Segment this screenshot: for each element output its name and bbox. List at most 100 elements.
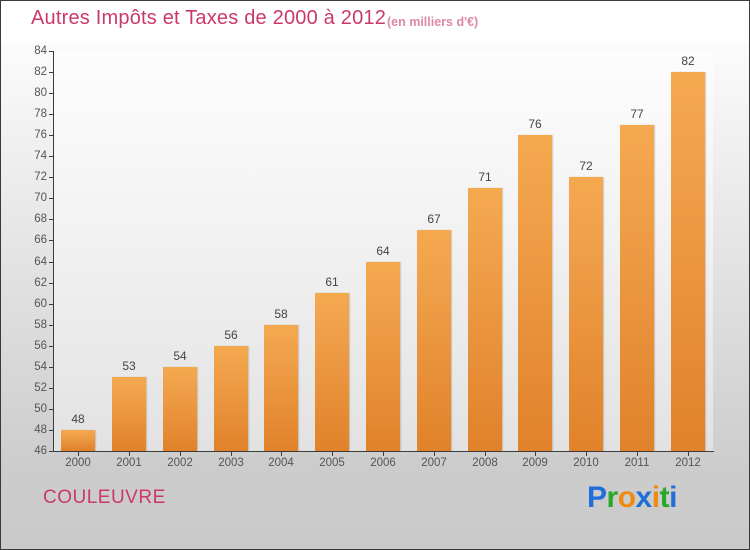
- y-axis-tick-mark: [49, 72, 54, 73]
- bar-value-label: 82: [681, 54, 695, 68]
- chart-footer: COULEUVRE Proxiti: [1, 471, 749, 549]
- logo-letter: i: [669, 481, 677, 514]
- y-axis-tick-mark: [49, 262, 54, 263]
- x-axis-tick-mark: [434, 451, 435, 456]
- x-axis-tick-mark: [637, 451, 638, 456]
- bar[interactable]: [112, 377, 146, 451]
- x-axis-tick-mark: [535, 451, 536, 456]
- x-axis-tick-mark: [688, 451, 689, 456]
- proxiti-logo[interactable]: Proxiti: [587, 481, 677, 515]
- y-axis-tick-label: 66: [34, 234, 47, 247]
- bar[interactable]: [163, 367, 197, 451]
- bar[interactable]: [264, 325, 298, 451]
- bar-value-label: 72: [579, 159, 593, 173]
- y-axis-tick-mark: [49, 409, 54, 410]
- x-axis-tick-mark: [586, 451, 587, 456]
- bar[interactable]: [417, 230, 451, 451]
- logo-letter: P: [587, 481, 607, 514]
- y-axis-tick-label: 76: [34, 129, 47, 142]
- y-axis-tick-label: 50: [34, 402, 47, 415]
- x-axis-tick-label: 2011: [624, 457, 650, 469]
- bar[interactable]: [366, 262, 400, 451]
- bar[interactable]: [315, 293, 349, 451]
- bar[interactable]: [468, 188, 502, 451]
- bar[interactable]: [214, 346, 248, 451]
- x-axis-tick-mark: [485, 451, 486, 456]
- y-axis-tick-label: 48: [34, 423, 47, 436]
- x-axis-tick-mark: [383, 451, 384, 456]
- logo-letter: t: [659, 481, 670, 514]
- x-axis-tick-mark: [231, 451, 232, 456]
- y-axis-tick-mark: [49, 346, 54, 347]
- y-axis-tick-label: 82: [34, 66, 47, 79]
- y-axis-tick-label: 56: [34, 339, 47, 352]
- y-axis-tick-label: 78: [34, 108, 47, 121]
- bar[interactable]: [671, 72, 705, 451]
- bar-value-label: 54: [173, 349, 187, 363]
- y-axis-line: [53, 51, 54, 452]
- y-axis-tick-label: 74: [34, 150, 47, 163]
- y-axis-tick-mark: [49, 325, 54, 326]
- logo-letter: r: [606, 481, 619, 514]
- y-axis-tick-label: 68: [34, 213, 47, 226]
- y-axis-tick-mark: [49, 430, 54, 431]
- y-axis-tick-label: 70: [34, 192, 47, 205]
- bar-value-label: 61: [325, 275, 339, 289]
- bar[interactable]: [518, 135, 552, 451]
- y-axis-tick-label: 84: [34, 45, 47, 57]
- y-axis-tick-mark: [49, 367, 54, 368]
- y-axis-tick-label: 64: [34, 255, 47, 268]
- bar-value-label: 71: [478, 170, 492, 184]
- y-axis-tick-mark: [49, 114, 54, 115]
- x-axis-tick-mark: [78, 451, 79, 456]
- y-axis-tick-label: 62: [34, 276, 47, 289]
- bar-value-label: 56: [224, 328, 238, 342]
- x-axis-tick-mark: [180, 451, 181, 456]
- y-axis-tick-mark: [49, 283, 54, 284]
- y-axis-tick-mark: [49, 135, 54, 136]
- y-axis-tick-mark: [49, 156, 54, 157]
- logo-letter: x: [635, 481, 653, 514]
- x-axis-tick-label: 2010: [573, 457, 599, 469]
- bar-value-label: 77: [630, 107, 644, 121]
- x-axis-tick-label: 2001: [116, 457, 142, 469]
- y-axis-tick-label: 60: [34, 297, 47, 310]
- bar[interactable]: [569, 177, 603, 451]
- x-axis-tick-label: 2003: [218, 457, 244, 469]
- x-axis-tick-mark: [332, 451, 333, 456]
- x-axis-tick-label: 2009: [522, 457, 548, 469]
- x-axis-tick-label: 2008: [472, 457, 498, 469]
- y-axis-tick-mark: [49, 93, 54, 94]
- y-axis-tick-mark: [49, 219, 54, 220]
- bar-value-label: 64: [376, 244, 390, 258]
- x-axis-tick-label: 2000: [65, 457, 91, 469]
- x-axis-tick-label: 2006: [370, 457, 396, 469]
- x-axis-tick-label: 2012: [675, 457, 701, 469]
- bar[interactable]: [620, 125, 654, 451]
- x-axis-tick-label: 2005: [319, 457, 345, 469]
- y-axis-tick-mark: [49, 177, 54, 178]
- logo-letter: i: [651, 481, 660, 514]
- y-axis-tick-mark: [49, 451, 54, 452]
- y-axis-tick-mark: [49, 304, 54, 305]
- y-axis-tick-mark: [49, 388, 54, 389]
- logo-letter: o: [617, 481, 636, 514]
- x-axis-tick-label: 2004: [268, 457, 294, 469]
- x-axis-tick-mark: [281, 451, 282, 456]
- y-axis-tick-label: 54: [34, 360, 47, 373]
- y-axis-tick-label: 52: [34, 381, 47, 394]
- bar-value-label: 76: [528, 117, 542, 131]
- bar[interactable]: [61, 430, 95, 451]
- plot-area: 46 48 50 52 54 56 58 60 62 64 66 68 70 72 74 76 78 80 82 84…: [34, 45, 714, 469]
- y-axis-tick-label: 46: [34, 445, 47, 457]
- y-axis-tick-mark: [49, 51, 54, 52]
- y-axis-tick-mark: [49, 240, 54, 241]
- chart-header: Autres Impôts et Taxes de 2000 à 2012 (e…: [1, 1, 749, 41]
- y-axis-tick-mark: [49, 198, 54, 199]
- bar-value-label: 53: [122, 359, 136, 373]
- location-label: COULEUVRE: [43, 487, 166, 508]
- bar-value-label: 48: [71, 412, 85, 426]
- y-axis-tick-label: 72: [34, 171, 47, 184]
- y-axis-tick-label: 58: [34, 318, 47, 331]
